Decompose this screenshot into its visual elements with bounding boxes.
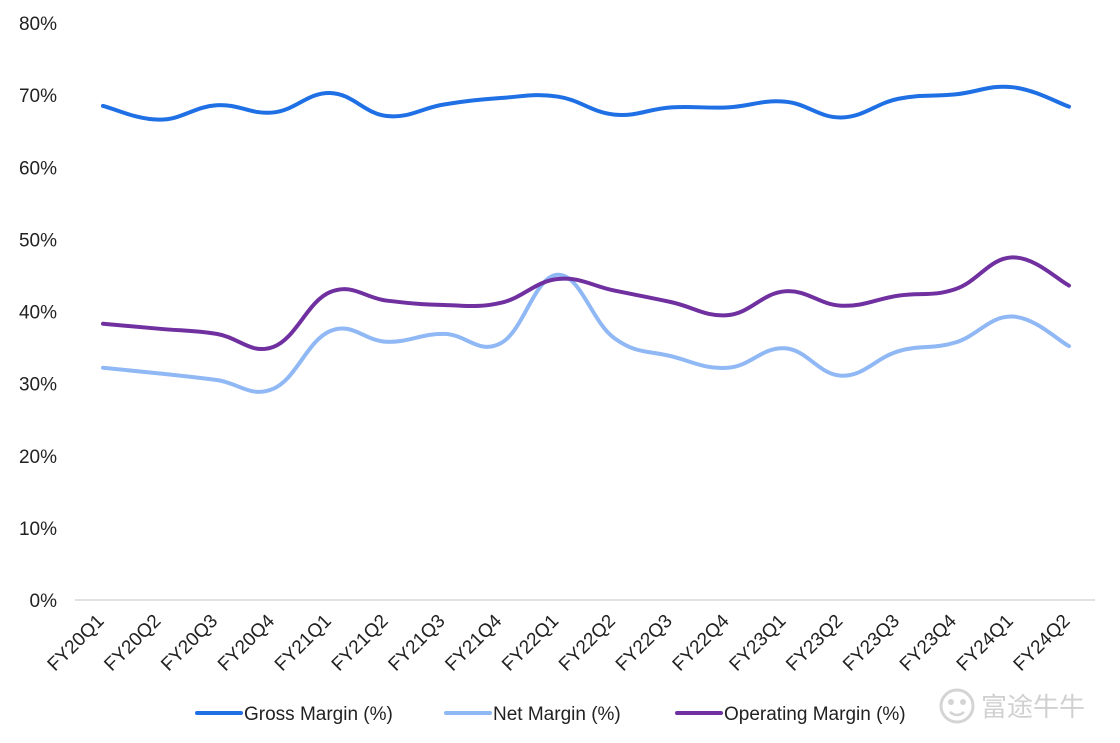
x-tick-label: FY22Q2 (555, 611, 620, 676)
x-tick-label: FY23Q3 (839, 611, 904, 676)
y-tick-label: 10% (19, 519, 57, 540)
watermark-text: 富途牛牛 (981, 693, 1085, 723)
x-tick-label: FY24Q1 (953, 611, 1018, 676)
x-tick-label: FY21Q4 (441, 610, 506, 675)
legend-label: Operating Margin (%) (724, 704, 906, 725)
x-tick-label: FY23Q4 (896, 610, 961, 675)
legend-item-gross-margin: Gross Margin (%) (195, 704, 393, 725)
series-line-net-margin (101, 272, 1071, 394)
x-axis: FY20Q1FY20Q2FY20Q3FY20Q4FY21Q1FY21Q2FY21… (44, 610, 1075, 675)
x-tick-label: FY20Q2 (100, 611, 165, 676)
watermark: 富途牛牛 (939, 688, 1085, 724)
futu-logo-icon (939, 688, 975, 724)
y-tick-label: 0% (30, 591, 58, 612)
x-tick-label: FY20Q3 (157, 611, 222, 676)
series-line-operating-margin (101, 255, 1071, 351)
y-tick-label: 70% (19, 86, 57, 107)
legend-item-net-margin: Net Margin (%) (444, 704, 621, 725)
y-tick-label: 80% (19, 14, 57, 35)
legend: Gross Margin (%) Net Margin (%) Operating … (195, 704, 906, 725)
x-tick-label: FY20Q1 (44, 611, 109, 676)
x-tick-label: FY22Q3 (612, 611, 677, 676)
y-axis: 0% 10% 20% 30% 40% 50% 60% 70% 80% (19, 14, 57, 612)
legend-label: Net Margin (%) (493, 704, 621, 725)
series-layer (101, 84, 1071, 394)
y-tick-label: 50% (19, 230, 57, 251)
y-tick-label: 30% (19, 375, 57, 396)
x-tick-label: FY23Q2 (782, 611, 847, 676)
x-tick-label: FY20Q4 (214, 610, 279, 675)
x-tick-label: FY21Q2 (328, 611, 393, 676)
x-tick-label: FY22Q4 (669, 610, 734, 675)
x-tick-label: FY21Q1 (271, 611, 336, 676)
x-tick-label: FY23Q1 (726, 611, 791, 676)
legend-label: Gross Margin (%) (244, 704, 393, 725)
x-tick-label: FY22Q1 (498, 611, 563, 676)
series-line-gross-margin (101, 84, 1071, 122)
legend-item-operating-margin: Operating Margin (%) (675, 704, 906, 725)
x-tick-label: FY24Q2 (1010, 611, 1075, 676)
y-tick-label: 60% (19, 158, 57, 179)
x-tick-label: FY21Q3 (385, 611, 450, 676)
y-tick-label: 20% (19, 447, 57, 468)
y-tick-label: 40% (19, 303, 57, 324)
